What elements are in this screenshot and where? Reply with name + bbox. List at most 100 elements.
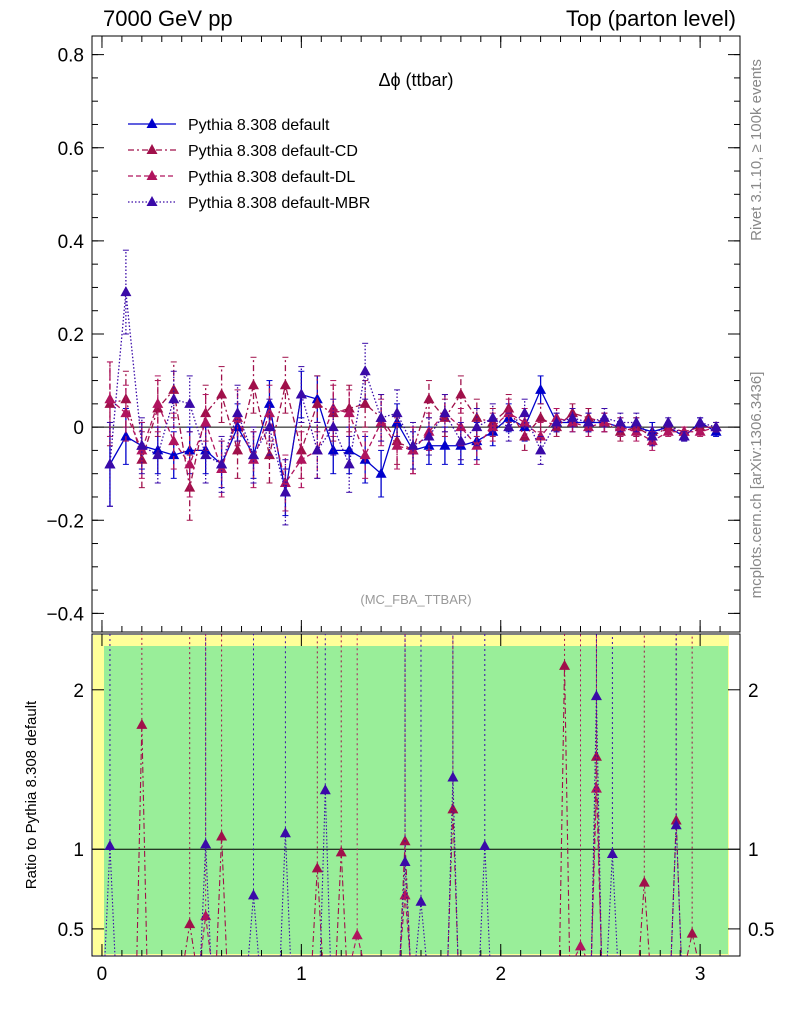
data-point	[327, 402, 339, 413]
data-point	[168, 393, 180, 404]
ratio-spike	[200, 844, 207, 957]
analysis-watermark: (MC_FBA_TTBAR)	[360, 592, 471, 607]
data-point	[295, 388, 307, 399]
data-point	[423, 393, 435, 404]
data-point	[375, 467, 387, 478]
legend-label: Pythia 8.308 default-DL	[188, 169, 355, 186]
data-point	[359, 449, 371, 460]
legend-marker	[146, 144, 158, 154]
ratio-series-2	[104, 634, 682, 957]
ratio-point	[559, 659, 571, 670]
data-point	[295, 453, 307, 464]
ratio-point	[447, 771, 459, 782]
ratio-spike	[216, 836, 223, 957]
data-point	[535, 444, 547, 455]
data-point	[582, 416, 594, 427]
ratio-spike	[558, 665, 566, 957]
data-point	[311, 397, 323, 408]
ratio-point	[104, 840, 116, 851]
series-line	[109, 385, 717, 488]
ratio-spike	[109, 845, 116, 957]
data-point	[439, 407, 451, 418]
ytick-label: 0.8	[58, 46, 84, 67]
data-point	[343, 458, 355, 469]
data-point	[152, 449, 164, 460]
header-beam-label: 7000 GeV pp	[103, 6, 233, 31]
data-point	[216, 388, 228, 399]
data-point	[503, 407, 515, 418]
ratio-spike	[563, 665, 571, 957]
ratio-point	[670, 819, 682, 830]
ratio-point	[686, 927, 698, 938]
ratio-spike	[205, 844, 212, 957]
data-point	[535, 383, 547, 394]
legend: Pythia 8.308 default Pythia 8.308 default…	[128, 117, 370, 212]
axes: 0.8 0.6 0.4 0.2 0 −0.2 −0.4 2 2 1 1 0.5 0.5 0 1 2 3	[46, 36, 774, 985]
ratio-ytick-label-right: 0.5	[748, 920, 774, 941]
data-point	[678, 430, 690, 441]
ratio-point	[279, 827, 291, 838]
data-series	[104, 249, 722, 526]
ratio-spike	[399, 861, 406, 957]
data-point	[471, 421, 483, 432]
ratio-point	[200, 838, 212, 849]
xtick-label: 2	[495, 964, 506, 985]
ratio-spike	[638, 882, 645, 957]
xtick-label: 3	[695, 964, 706, 985]
data-point	[120, 286, 132, 297]
legend-label: Pythia 8.308 default-MBR	[188, 195, 370, 212]
data-point	[200, 416, 212, 427]
data-point	[423, 439, 435, 450]
ratio-point	[638, 876, 650, 887]
ratio-spike	[404, 861, 411, 957]
ratio-spike	[221, 836, 228, 957]
data-point	[551, 416, 563, 427]
data-point	[455, 435, 467, 446]
ratio-point	[590, 750, 602, 761]
header-process-label: Top (parton level)	[566, 6, 736, 31]
data-point	[455, 388, 467, 399]
data-point	[535, 411, 547, 422]
ratio-ytick-label: 1	[73, 840, 84, 861]
ytick-label: −0.4	[46, 604, 84, 625]
ratio-spike	[606, 853, 613, 957]
ratio-spike	[184, 924, 191, 957]
legend-marker	[146, 170, 158, 180]
series-line	[109, 398, 717, 485]
ratio-point	[184, 918, 196, 929]
ytick-label: 0.4	[58, 232, 85, 253]
ratio-spike	[670, 825, 677, 957]
ratio-spike	[590, 696, 597, 957]
ytick-label: −0.2	[46, 511, 84, 532]
plot-title: Δϕ (ttbar)	[378, 70, 453, 90]
data-point	[455, 421, 467, 432]
ratio-point	[447, 803, 459, 814]
data-point	[232, 444, 244, 455]
data-point	[200, 407, 212, 418]
ytick-label: 0	[73, 418, 84, 439]
data-point	[248, 379, 260, 390]
data-point	[104, 458, 116, 469]
data-point	[487, 411, 499, 422]
data-point	[168, 449, 180, 460]
ratio-spike	[316, 868, 323, 957]
data-point	[567, 411, 579, 422]
ratio-band-inner	[104, 646, 728, 954]
data-point	[168, 435, 180, 446]
ratio-spike	[136, 724, 143, 957]
xtick-label: 1	[296, 964, 307, 985]
ratio-ytick-label-right: 1	[748, 840, 759, 861]
data-point	[311, 444, 323, 455]
ratio-spike	[340, 852, 347, 957]
ratio-point	[335, 846, 347, 857]
data-point	[359, 397, 371, 408]
data-point	[343, 407, 355, 418]
ratio-spike	[279, 833, 286, 957]
data-point	[136, 439, 148, 450]
ratio-point	[136, 718, 148, 729]
data-point	[503, 421, 515, 432]
series-3	[104, 249, 722, 526]
ratio-spike	[479, 845, 486, 957]
legend-marker	[146, 196, 158, 206]
